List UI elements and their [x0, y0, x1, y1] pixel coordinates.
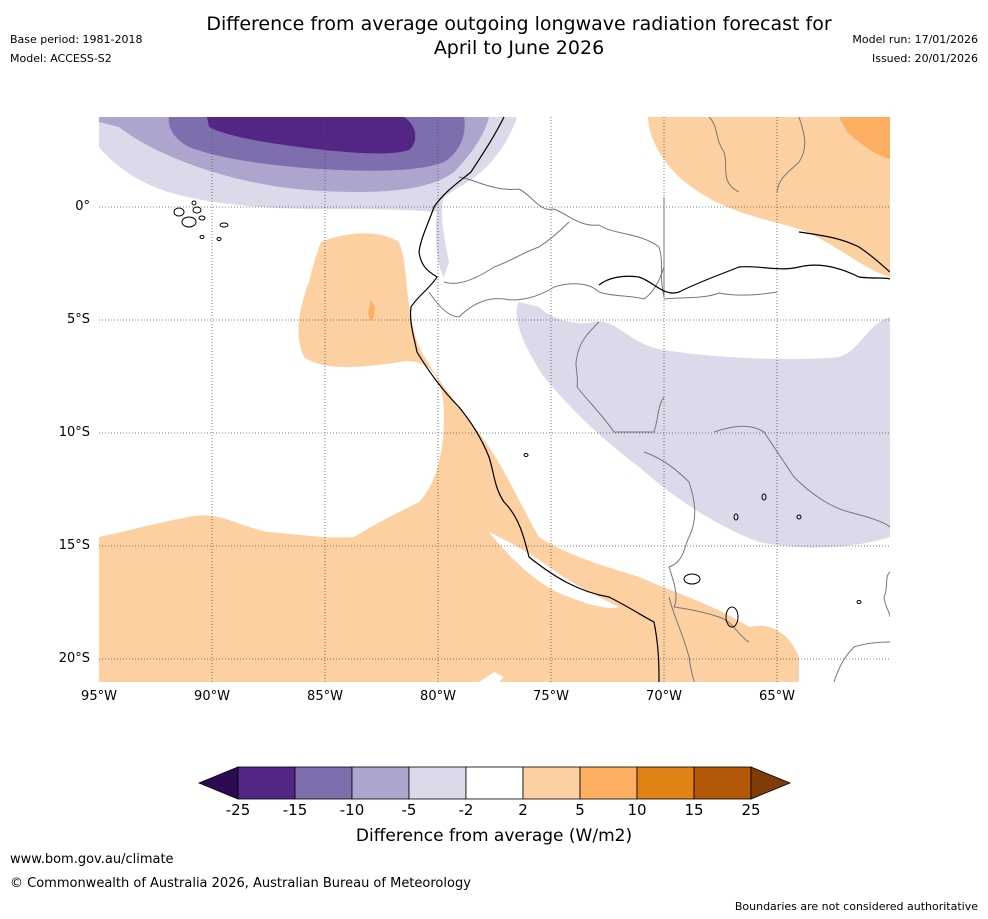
colorbar-segment: [636, 766, 695, 800]
colorbar-tick-label: -2: [458, 801, 474, 819]
title-line-1: Difference from average outgoing longwav…: [206, 13, 832, 35]
colorbar-segment: [693, 766, 752, 800]
colorbar-arrow-max: [750, 766, 792, 800]
forecast-map: [99, 117, 890, 682]
colorbar-tick-label: -10: [339, 801, 365, 819]
anomaly-region-east-neg2-5: [516, 302, 890, 548]
anomaly-region-pos5-10-spot: [368, 300, 375, 321]
lon-label-85w: 85°W: [307, 689, 343, 704]
lon-label-75w: 75°W: [533, 689, 569, 704]
anomaly-region-white-gap: [489, 532, 619, 608]
colorbar-segment: [294, 766, 353, 800]
website-link[interactable]: www.bom.gov.au/climate: [10, 852, 174, 867]
colorbar-tick-label: 15: [684, 801, 704, 819]
graticule: [99, 117, 890, 682]
galapagos-islands: [173, 200, 229, 241]
title-line-2: April to June 2026: [433, 37, 605, 59]
lat-label-20s: 20°S: [58, 651, 90, 666]
lat-label-10s: 10°S: [58, 425, 90, 440]
colorbar-segment: [465, 766, 524, 800]
base-period: Base period: 1981-2018: [10, 33, 143, 46]
colorbar-tick-label: 2: [518, 801, 528, 819]
lat-label-0: 0°: [75, 199, 90, 214]
model-run-date: Model run: 17/01/2026: [852, 33, 978, 46]
anomaly-region-white-gap-2: [479, 672, 504, 682]
lon-label-95w: 95°W: [81, 689, 117, 704]
colorbar-tick-label: -25: [225, 801, 251, 819]
colorbar-tick-label: 5: [575, 801, 585, 819]
anomaly-region-neg15-25: [207, 117, 416, 154]
lat-label-15s: 15°S: [58, 538, 90, 553]
map-title: Difference from average outgoing longwav…: [150, 12, 888, 60]
colorbar-label: Difference from average (W/m2): [355, 826, 633, 846]
country-boundaries: [428, 117, 890, 682]
issued-date: Issued: 20/01/2026: [871, 52, 978, 65]
model-name: Model: ACCESS-S2: [10, 52, 112, 65]
colorbar-segment: [579, 766, 638, 800]
colorbar-tick-label: -5: [401, 801, 417, 819]
colorbar-segment: [522, 766, 581, 800]
colorbar: [197, 766, 792, 800]
lon-label-65w: 65°W: [759, 689, 795, 704]
lon-label-90w: 90°W: [194, 689, 230, 704]
coastlines: [409, 117, 890, 682]
lon-label-70w: 70°W: [646, 689, 682, 704]
anomaly-region-coast-pos2-5: [99, 233, 799, 682]
colorbar-tick-label: -15: [282, 801, 308, 819]
colorbar-segment: [237, 766, 296, 800]
colorbar-arrow-min: [197, 766, 239, 800]
lon-label-80w: 80°W: [420, 689, 456, 704]
copyright-text: © Commonwealth of Australia 2026, Austra…: [10, 876, 471, 891]
colorbar-tick-label: 25: [741, 801, 761, 819]
colorbar-segment: [351, 766, 410, 800]
disclaimer-text: Boundaries are not considered authoritat…: [734, 900, 978, 913]
colorbar-tick-label: 10: [627, 801, 647, 819]
lakes: [523, 453, 862, 628]
colorbar-segment: [408, 766, 467, 800]
lat-label-5s: 5°S: [66, 312, 90, 327]
anomaly-region-ne-pos5-10: [839, 117, 890, 159]
